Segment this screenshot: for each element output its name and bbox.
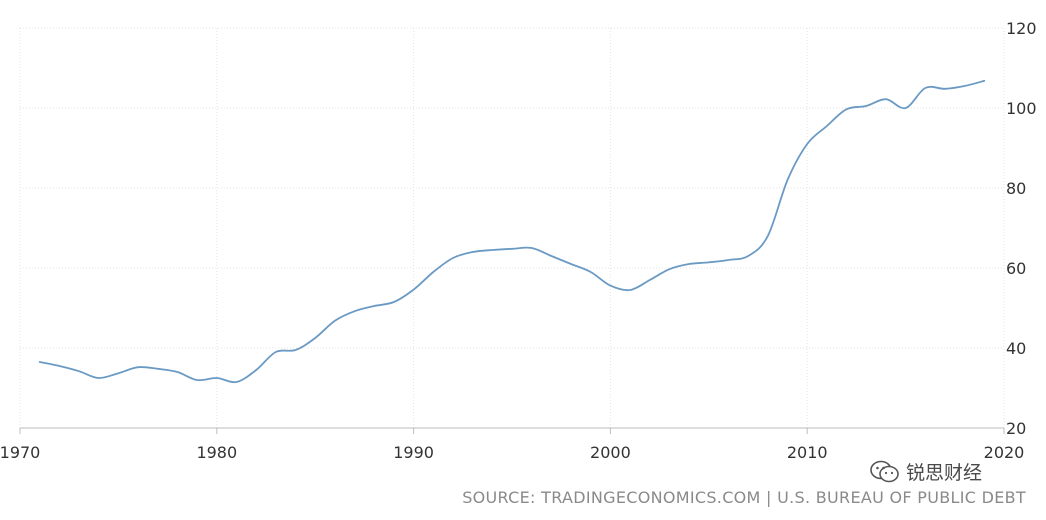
y-tick-label: 80 xyxy=(1006,179,1026,198)
y-tick-label: 60 xyxy=(1006,259,1026,278)
y-tick-label: 40 xyxy=(1006,339,1026,358)
x-tick-label: 1990 xyxy=(393,443,434,462)
watermark-text: 锐思财经 xyxy=(906,462,983,484)
source-note: SOURCE: TRADINGECONOMICS.COM | U.S. BURE… xyxy=(462,488,1026,507)
x-tick-label: 1980 xyxy=(196,443,237,462)
axes xyxy=(19,427,1005,434)
y-tick-labels: 20 40 60 80 100 120 xyxy=(1006,19,1037,438)
y-tick-label: 100 xyxy=(1006,99,1037,118)
wechat-icon xyxy=(870,460,899,482)
y-tick-label: 120 xyxy=(1006,19,1037,38)
line-chart: 1970 1980 1990 2000 2010 2020 20 40 60 80 100 120 xyxy=(0,19,1037,462)
x-tick-label: 2010 xyxy=(787,443,828,462)
x-tick-label: 1970 xyxy=(0,443,40,462)
x-tick-labels: 1970 1980 1990 2000 2010 2020 xyxy=(0,443,1024,462)
grid-lines xyxy=(19,27,1005,428)
watermark: 锐思财经 xyxy=(870,458,982,485)
x-tick-label: 2020 xyxy=(984,443,1025,462)
y-tick-label: 20 xyxy=(1006,419,1026,438)
series-layer xyxy=(38,79,986,384)
x-tick-label: 2000 xyxy=(590,443,631,462)
series-line xyxy=(38,79,986,384)
